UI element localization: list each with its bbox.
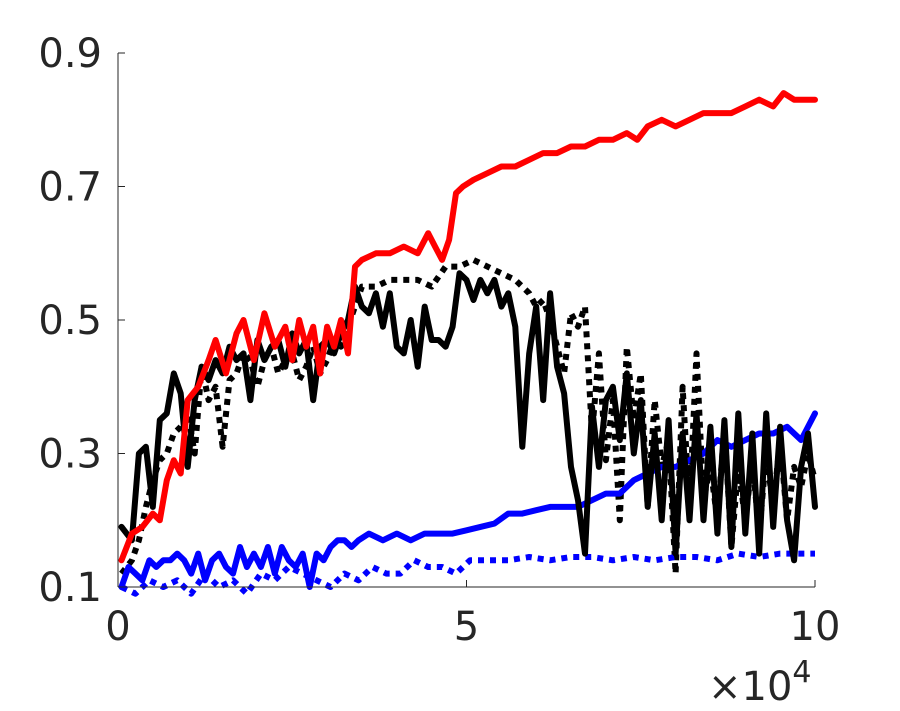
- y-tick-label: 0.5: [38, 298, 102, 344]
- x-tick-label: 5: [454, 604, 479, 650]
- svg-text:×104: ×104: [708, 655, 812, 710]
- series-line-1: [118, 270, 818, 564]
- x-axis-multiplier: ×104: [708, 655, 812, 710]
- axes: [117, 53, 815, 588]
- y-tick-label: 0.1: [38, 565, 102, 611]
- ticks: 0.1 0.3 0.5 0.7 0.9 0 5 10: [38, 31, 840, 650]
- x-axis-multiplier-base: ×10: [708, 664, 792, 710]
- series-layer: [118, 90, 818, 597]
- y-tick-label: 0.9: [38, 31, 102, 77]
- series-line-0: [118, 90, 818, 564]
- x-axis-multiplier-exponent: 4: [792, 655, 811, 690]
- x-tick-label: 10: [790, 604, 841, 650]
- y-tick-label: 0.7: [38, 165, 102, 211]
- series-line-2: [119, 256, 818, 577]
- x-tick-label: 0: [105, 604, 130, 650]
- y-tick-label: 0.3: [38, 432, 102, 478]
